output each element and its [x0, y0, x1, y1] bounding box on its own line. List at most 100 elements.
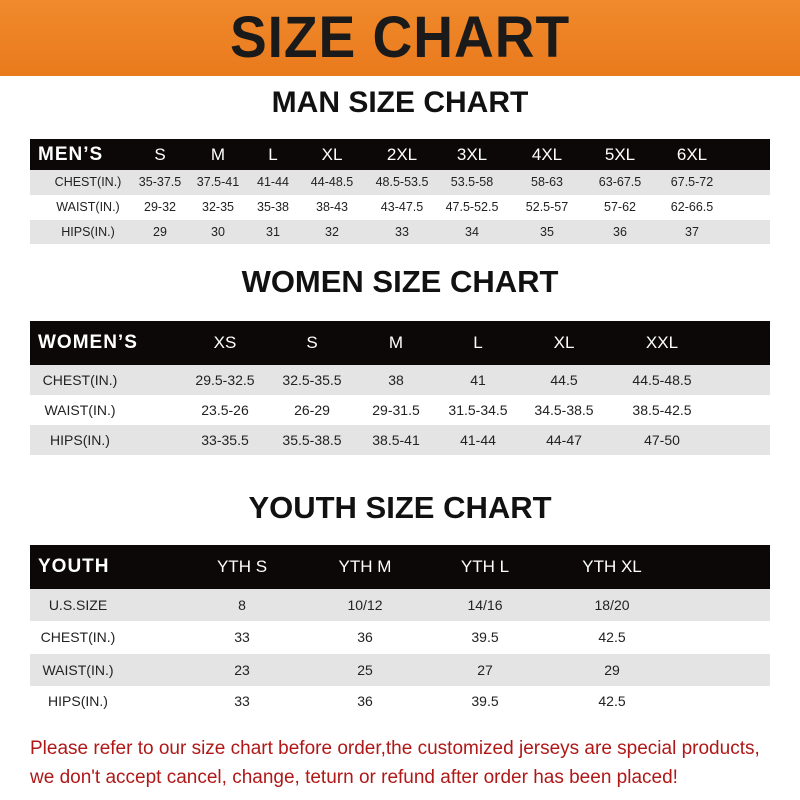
table-cell: 44-48.5 — [310, 175, 354, 189]
table-cell: 41 — [470, 372, 486, 388]
table-cell: 14/16 — [467, 597, 503, 613]
size-table: WOMEN’S XS S M L XL XXL CHEST(IN.) 29.5-32.5 32.5… — [30, 321, 770, 455]
row-label: CHEST(IN.) — [54, 175, 122, 189]
table-label: WOMEN’S — [38, 332, 138, 353]
row-label: WAIST(IN.) — [56, 200, 120, 214]
table-cell: 35.5-38.5 — [282, 432, 342, 448]
footer-line-2: we don't accept cancel, change, teturn o… — [30, 767, 678, 788]
size-header: 6XL — [676, 145, 708, 164]
table-cell: 36 — [613, 225, 627, 239]
table-cell: 18/20 — [594, 597, 630, 613]
table-row: U.S.SIZE 8 10/12 14/16 18/20 — [30, 589, 770, 621]
table-row: WAIST(IN.) 29-32 32-35 35-38 38-43 43-47.5 47.… — [30, 195, 770, 220]
table-cell: 63-67.5 — [598, 175, 642, 189]
table-cell: 33 — [395, 225, 409, 239]
table-cell: 62-66.5 — [670, 200, 714, 214]
table-cell: 44.5 — [550, 372, 578, 388]
table-cell: 31.5-34.5 — [448, 402, 508, 418]
size-table: MEN’S S M L XL 2XL 3XL 4XL 5XL 6XL CHEST(IN.) 35-37… — [30, 139, 770, 244]
table-cell: 38.5-42.5 — [632, 402, 692, 418]
header-row: MEN’S S M L XL 2XL 3XL 4XL 5XL 6XL — [30, 139, 770, 170]
table-cell: 35-37.5 — [138, 175, 182, 189]
size-header: L — [473, 333, 483, 352]
table-cell: 27 — [477, 662, 493, 678]
table-cell: 48.5-53.5 — [375, 175, 429, 189]
table-cell: 8 — [238, 597, 246, 613]
table-cell: 23 — [234, 662, 250, 678]
row-label: HIPS(IN.) — [50, 432, 110, 448]
table-cell: 44-47 — [546, 432, 582, 448]
table-label: MEN’S — [38, 144, 104, 165]
row-label: HIPS(IN.) — [48, 693, 108, 709]
size-header: XXL — [645, 333, 679, 352]
table-title: MAN SIZE CHART — [271, 86, 529, 119]
row-label: U.S.SIZE — [48, 597, 108, 613]
table-cell: 10/12 — [347, 597, 383, 613]
table-title: YOUTH SIZE CHART — [248, 490, 552, 525]
table-cell: 23.5-26 — [201, 402, 249, 418]
table-cell: 33 — [234, 629, 250, 645]
table-cell: 34 — [465, 225, 479, 239]
table-cell: 67.5-72 — [670, 175, 714, 189]
table-cell: 38 — [388, 372, 404, 388]
table-cell: 53.5-58 — [450, 175, 494, 189]
table-cell: 37 — [685, 225, 699, 239]
row-label: HIPS(IN.) — [61, 225, 115, 239]
table-row: CHEST(IN.) 35-37.5 37.5-41 41-44 44-48.5 48.5… — [30, 170, 770, 195]
size-header: XL — [321, 145, 343, 164]
size-header: XS — [213, 333, 237, 352]
size-header: 5XL — [604, 145, 636, 164]
table-cell: 29.5-32.5 — [195, 372, 255, 388]
table-cell: 32-35 — [202, 200, 234, 214]
row-label: CHEST(IN.) — [42, 372, 118, 388]
table-cell: 37.5-41 — [196, 175, 240, 189]
size-header: XL — [553, 333, 575, 352]
table-cell: 39.5 — [471, 693, 499, 709]
table-cell: 29-31.5 — [372, 402, 420, 418]
size-header: L — [268, 145, 278, 164]
size-header: M — [388, 333, 404, 352]
size-header: YTH M — [338, 557, 392, 576]
table-cell: 38.5-41 — [372, 432, 420, 448]
footer-line-1: Please refer to our size chart before or… — [30, 738, 760, 759]
table-cell: 41-44 — [460, 432, 496, 448]
row-label: WAIST(IN.) — [44, 402, 116, 418]
table-row: WAIST(IN.) 23.5-26 26-29 29-31.5 31.5-34.5 34… — [30, 395, 770, 425]
header-row: WOMEN’S XS S M L XL XXL — [30, 321, 770, 365]
table-title: WOMEN SIZE CHART — [241, 264, 559, 299]
row-label: WAIST(IN.) — [42, 662, 114, 678]
table-cell: 58-63 — [531, 175, 563, 189]
table-cell: 29 — [153, 225, 167, 239]
table-cell: 57-62 — [604, 200, 636, 214]
table-cell: 42.5 — [598, 629, 626, 645]
table-cell: 35-38 — [257, 200, 289, 214]
table-row: WAIST(IN.) 23 25 27 29 — [30, 654, 770, 686]
table-label: YOUTH — [38, 556, 110, 577]
table-cell: 41-44 — [257, 175, 289, 189]
table-cell: 32.5-35.5 — [282, 372, 342, 388]
table-cell: 31 — [266, 225, 280, 239]
size-table: YOUTH YTH S YTH M YTH L YTH XL U.S.SIZE 8 10/12… — [30, 545, 770, 717]
table-row: HIPS(IN.) 33-35.5 35.5-38.5 38.5-41 41-44 44-… — [30, 425, 770, 455]
size-header: 3XL — [456, 145, 488, 164]
row-label: CHEST(IN.) — [40, 629, 116, 645]
size-header: YTH S — [216, 557, 268, 576]
table-cell: 52.5-57 — [525, 200, 569, 214]
table-cell: 34.5-38.5 — [534, 402, 594, 418]
table-cell: 36 — [357, 629, 373, 645]
table-row: HIPS(IN.) 33 36 39.5 42.5 — [30, 686, 770, 717]
table-cell: 33 — [234, 693, 250, 709]
banner-title: SIZE CHART — [229, 5, 571, 70]
size-header: S — [154, 145, 166, 164]
table-cell: 47-50 — [644, 432, 680, 448]
table-cell: 26-29 — [294, 402, 330, 418]
table-cell: 35 — [540, 225, 554, 239]
size-header: YTH XL — [582, 557, 642, 576]
banner: SIZE CHART — [0, 0, 800, 76]
footer-notice: Please refer to our size chart before or… — [30, 734, 790, 792]
size-header: M — [210, 145, 226, 164]
table-cell: 38-43 — [316, 200, 348, 214]
table-row: CHEST(IN.) 33 36 39.5 42.5 — [30, 621, 770, 654]
table-cell: 30 — [211, 225, 225, 239]
table-cell: 33-35.5 — [201, 432, 249, 448]
